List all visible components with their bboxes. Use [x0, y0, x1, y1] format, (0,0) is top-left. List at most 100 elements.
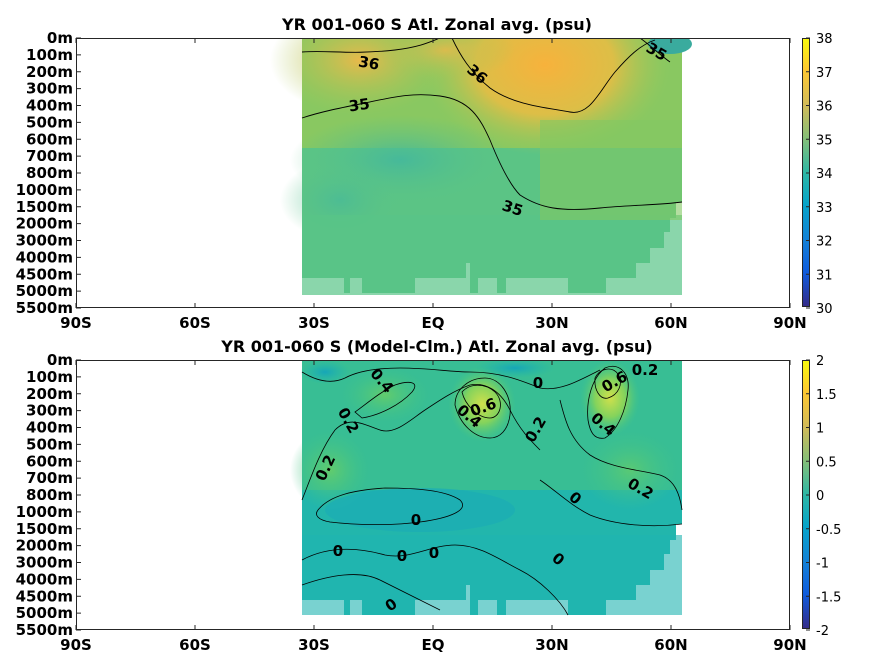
bottom-x-tick-label: 90N	[773, 636, 806, 654]
bottom-contour-label: 0	[533, 374, 543, 392]
top-y-tick-label: 0m	[47, 29, 73, 47]
bottom-contour-0.2-north	[559, 399, 683, 511]
top-y-tick-label: 5000m	[16, 282, 73, 300]
top-contour-label: 35	[348, 95, 371, 116]
bottom-contour-label: 0	[397, 547, 407, 565]
top-contour-35-north	[639, 38, 671, 63]
top-colorbar-tick-label: 33	[816, 201, 833, 216]
top-y-tick-label: 4000m	[16, 248, 73, 266]
top-contour-label: 35	[500, 196, 525, 220]
bottom-y-tick-label: 400m	[26, 419, 73, 437]
bottom-x-tick-label: EQ	[422, 636, 445, 654]
top-x-tick-label: 30S	[298, 314, 330, 332]
top-contours	[301, 38, 683, 210]
bottom-colorbar-tick-label: 1	[816, 422, 824, 437]
top-x-tick-label: 60S	[179, 314, 211, 332]
top-chart-title: YR 001-060 S Atl. Zonal avg. (psu)	[281, 15, 592, 34]
bottom-x-tick-label: 60S	[179, 636, 211, 654]
top-y-tick-label: 600m	[26, 130, 73, 148]
bottom-contour-0.4-b	[587, 365, 629, 439]
bottom-y-tick-label: 500m	[26, 435, 73, 453]
bottom-x-tick-label: 60N	[654, 636, 687, 654]
top-y-tick-label: 1000m	[16, 181, 73, 199]
top-y-tick-label: 500m	[26, 113, 73, 131]
top-x-tick-label: 60N	[654, 314, 687, 332]
top-x-tick-label: 30N	[535, 314, 568, 332]
bottom-contour-0-low	[301, 544, 569, 616]
bottom-colorbar-tick-label: -2	[816, 624, 829, 639]
bottom-y-tick-label: 200m	[26, 385, 73, 403]
bottom-y-tick-label: 700m	[26, 469, 73, 487]
bottom-y-tick-label: 800m	[26, 486, 73, 504]
top-colorbar-tick-label: 32	[816, 235, 833, 250]
top-y-tick-label: 2000m	[16, 215, 73, 233]
top-y-tick-label: 400m	[26, 97, 73, 115]
bottom-chart-title: YR 001-060 S (Model-Clm.) Atl. Zonal avg…	[220, 337, 652, 356]
top-colorbar-tick-label: 34	[816, 167, 833, 182]
bottom-y-axis: 0m100m200m300m400m500m600m700m800m1000m1…	[16, 351, 81, 639]
bottom-y-tick-label: 1000m	[16, 503, 73, 521]
bottom-contour-label: 0.2	[632, 361, 659, 379]
bottom-contour-0.6-b	[594, 368, 621, 399]
bottom-contour-0.4-a	[454, 377, 511, 439]
bottom-contour-0-deep	[301, 574, 441, 611]
bottom-colorbar-tick-label: 1.5	[816, 388, 837, 403]
bottom-x-tick-label: 30N	[535, 636, 568, 654]
bottom-colorbar-tick-label: -0.5	[816, 523, 841, 538]
top-contour-36-south	[301, 38, 441, 53]
bottom-contour-0-mid	[316, 487, 463, 526]
top-x-tick-label: EQ	[422, 314, 445, 332]
bottom-y-tick-label: 3000m	[16, 554, 73, 572]
top-y-tick-label: 5500m	[16, 299, 73, 317]
bottom-y-tick-label: 0m	[47, 351, 73, 369]
bottom-y-tick-label: 2000m	[16, 537, 73, 555]
top-x-tick-label: 90N	[773, 314, 806, 332]
bottom-contours	[301, 365, 683, 616]
top-contour-35-upper	[301, 94, 683, 210]
bottom-contour-0.4-south	[354, 381, 416, 419]
top-colorbar-ticks: 30 31 32 33 34 35 36 37 38	[806, 32, 833, 317]
top-salinity-field	[270, 38, 692, 295]
top-contour-label: 36	[357, 52, 381, 73]
bottom-colorbar-tick-label: 0.5	[816, 455, 837, 470]
top-colorbar-tick-label: 30	[816, 302, 833, 317]
bottom-colorbar-tick-label: -1.5	[816, 590, 841, 605]
top-colorbar-tick-label: 37	[816, 66, 833, 81]
bottom-y-tick-label: 4000m	[16, 570, 73, 588]
bottom-y-tick-label: 100m	[26, 368, 73, 386]
top-colorbar-tick-label: 36	[816, 100, 833, 115]
bottom-colorbar-ticks: -2 -1.5 -1 -0.5 0 0.5 1 1.5 2	[806, 354, 841, 639]
bottom-colorbar-tick-label: -1	[816, 557, 829, 572]
bottom-x-tick-label: 90S	[60, 636, 92, 654]
bottom-y-tick-label: 300m	[26, 402, 73, 420]
bottom-x-tick-label: 30S	[298, 636, 330, 654]
bottom-y-tick-label: 5500m	[16, 621, 73, 639]
bottom-y-tick-label: 4500m	[16, 587, 73, 605]
bottom-colorbar-tick-label: 0	[816, 489, 824, 504]
top-y-tick-label: 3000m	[16, 232, 73, 250]
top-y-tick-label: 300m	[26, 80, 73, 98]
top-x-tick-label: 90S	[60, 314, 92, 332]
bottom-contour-label: 0	[333, 542, 343, 560]
top-colorbar-tick-label: 35	[816, 133, 833, 148]
top-y-tick-label: 4500m	[16, 265, 73, 283]
bottom-contour-label: 0	[411, 511, 421, 529]
top-contour-36-north	[451, 38, 656, 113]
top-y-tick-label: 1500m	[16, 198, 73, 216]
top-y-tick-label: 200m	[26, 63, 73, 81]
top-x-axis: 90S 60S 30S EQ 30N 60N 90N	[60, 38, 807, 332]
bottom-x-axis: 90S 60S 30S EQ 30N 60N 90N	[60, 360, 807, 654]
bottom-y-tick-label: 5000m	[16, 604, 73, 622]
bottom-contour-label: 0	[429, 544, 439, 562]
top-y-tick-label: 100m	[26, 46, 73, 64]
bottom-contour-0-top	[301, 367, 601, 390]
bottom-contour-0.6-a	[461, 384, 501, 419]
top-y-axis: 0m100m200m300m400m500m600m700m800m1000m1…	[16, 29, 81, 317]
bottom-y-tick-label: 1500m	[16, 520, 73, 538]
top-y-tick-label: 700m	[26, 147, 73, 165]
top-colorbar-tick-label: 38	[816, 32, 833, 47]
bottom-colorbar-tick-label: 2	[816, 354, 824, 369]
top-colorbar-tick-label: 31	[816, 268, 833, 283]
bottom-y-tick-label: 600m	[26, 452, 73, 470]
